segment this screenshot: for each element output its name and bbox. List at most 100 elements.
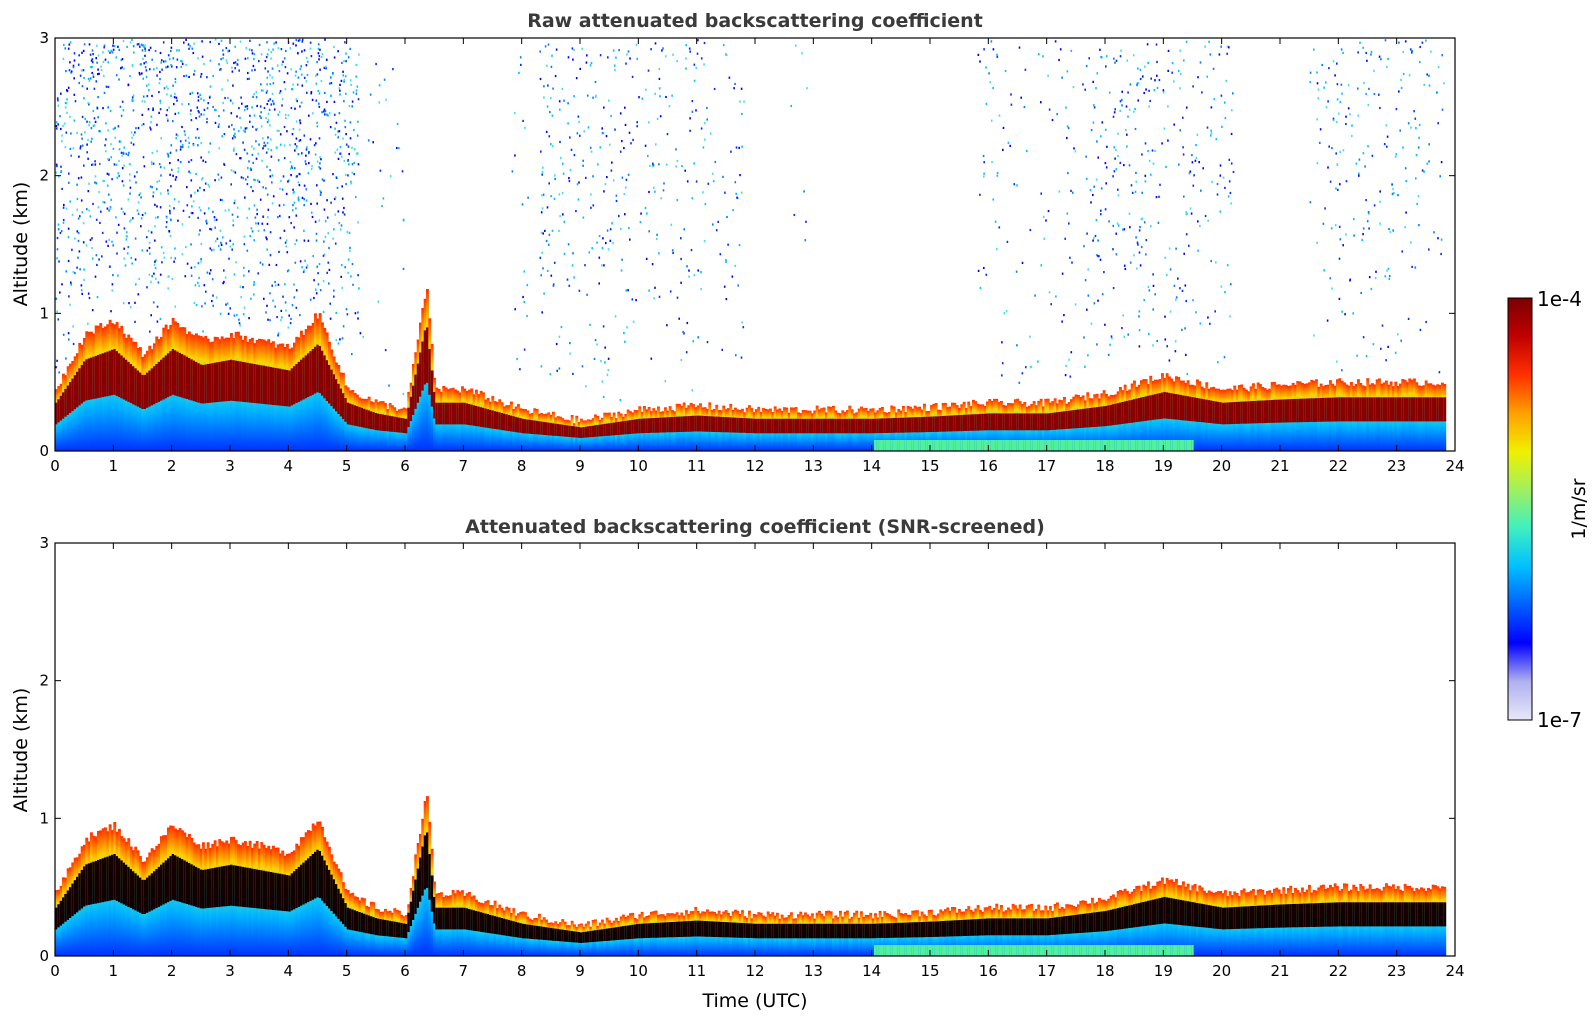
noise-speck — [220, 241, 222, 244]
noise-speck — [123, 164, 125, 167]
noise-speck — [569, 136, 571, 139]
noise-speck — [1066, 136, 1068, 140]
noise-speck — [255, 91, 258, 94]
layer-core — [995, 918, 999, 936]
noise-speck — [142, 95, 145, 98]
noise-speck — [295, 38, 298, 42]
noise-speck — [55, 121, 58, 124]
noise-speck — [287, 269, 290, 272]
noise-speck — [263, 229, 266, 232]
noise-speck — [359, 332, 362, 335]
surface-band — [923, 945, 926, 956]
noise-speck — [286, 251, 289, 254]
layer-core — [255, 364, 259, 404]
surface-band — [1028, 440, 1031, 451]
noise-speck — [1309, 201, 1312, 204]
noise-speck — [1137, 99, 1139, 102]
layer-core — [951, 415, 954, 432]
layer-core — [862, 418, 866, 434]
layer-core — [666, 417, 670, 433]
layer-core — [1154, 394, 1157, 420]
panel-title-screened: Attenuated backscattering coefficient (S… — [465, 516, 1045, 538]
noise-speck — [545, 130, 548, 133]
noise-speck — [1184, 327, 1186, 330]
layer-core — [743, 418, 747, 433]
noise-speck — [321, 53, 324, 56]
layer-core — [1245, 401, 1248, 424]
layer-core — [769, 418, 772, 434]
surface-band — [892, 945, 896, 956]
noise-speck — [1175, 296, 1178, 299]
noise-speck — [1105, 166, 1108, 169]
noise-speck — [263, 144, 265, 147]
layer-core — [258, 869, 261, 909]
noise-speck — [206, 117, 208, 120]
noise-speck — [177, 134, 179, 137]
layer-core — [736, 922, 740, 938]
noise-speck — [129, 75, 131, 78]
noise-speck — [1421, 169, 1424, 172]
layer-core — [986, 413, 989, 431]
noise-speck — [582, 216, 585, 219]
noise-speck — [1313, 48, 1315, 51]
layer-core — [379, 414, 383, 431]
noise-speck — [318, 166, 320, 169]
noise-speck — [255, 96, 258, 99]
noise-speck — [606, 176, 608, 179]
noise-speck — [675, 148, 677, 151]
noise-speck — [304, 160, 307, 163]
layer-core — [881, 923, 884, 938]
noise-speck — [319, 289, 322, 292]
noise-speck — [1104, 323, 1106, 326]
layer-core — [295, 869, 299, 908]
noise-speck — [1197, 76, 1199, 79]
layer-core — [227, 865, 231, 906]
noise-speck — [90, 66, 92, 69]
noise-speck — [268, 108, 271, 111]
noise-speck — [66, 98, 68, 101]
noise-speck — [1002, 148, 1004, 151]
noise-speck — [1085, 155, 1087, 158]
noise-speck — [259, 115, 261, 118]
noise-speck — [169, 234, 172, 237]
noise-speck — [656, 117, 659, 120]
layer-core — [806, 418, 810, 434]
screened-heatmap — [55, 796, 1447, 956]
noise-speck — [70, 71, 72, 74]
noise-speck — [144, 49, 147, 52]
noise-speck — [1117, 224, 1120, 227]
noise-speck — [145, 69, 148, 72]
noise-speck — [1413, 110, 1415, 113]
noise-speck — [87, 190, 90, 193]
noise-speck — [149, 68, 151, 71]
noise-speck — [130, 131, 133, 134]
noise-speck — [1385, 124, 1388, 127]
noise-speck — [299, 260, 302, 263]
noise-speck — [92, 163, 94, 166]
noise-speck — [554, 177, 556, 181]
noise-speck — [233, 134, 235, 137]
layer-core — [1226, 402, 1230, 425]
layer-core — [976, 919, 980, 936]
noise-speck — [700, 288, 702, 291]
layer-core — [332, 879, 336, 914]
noise-speck — [1123, 228, 1126, 231]
noise-speck — [1135, 236, 1137, 239]
noise-speck — [1136, 267, 1138, 270]
noise-speck — [246, 216, 248, 219]
noise-speck — [1069, 375, 1072, 378]
noise-speck — [319, 156, 321, 159]
noise-speck — [69, 115, 71, 118]
noise-speck — [196, 92, 199, 95]
surface-band — [1051, 945, 1055, 956]
noise-speck — [725, 53, 728, 57]
noise-speck — [1100, 135, 1102, 138]
noise-speck — [1138, 315, 1140, 318]
layer-core — [776, 418, 779, 434]
noise-speck — [211, 249, 213, 252]
noise-speck — [1007, 141, 1010, 144]
layer-core — [659, 922, 663, 938]
layer-core — [468, 404, 471, 426]
noise-speck — [291, 304, 294, 307]
noise-speck — [578, 289, 581, 292]
